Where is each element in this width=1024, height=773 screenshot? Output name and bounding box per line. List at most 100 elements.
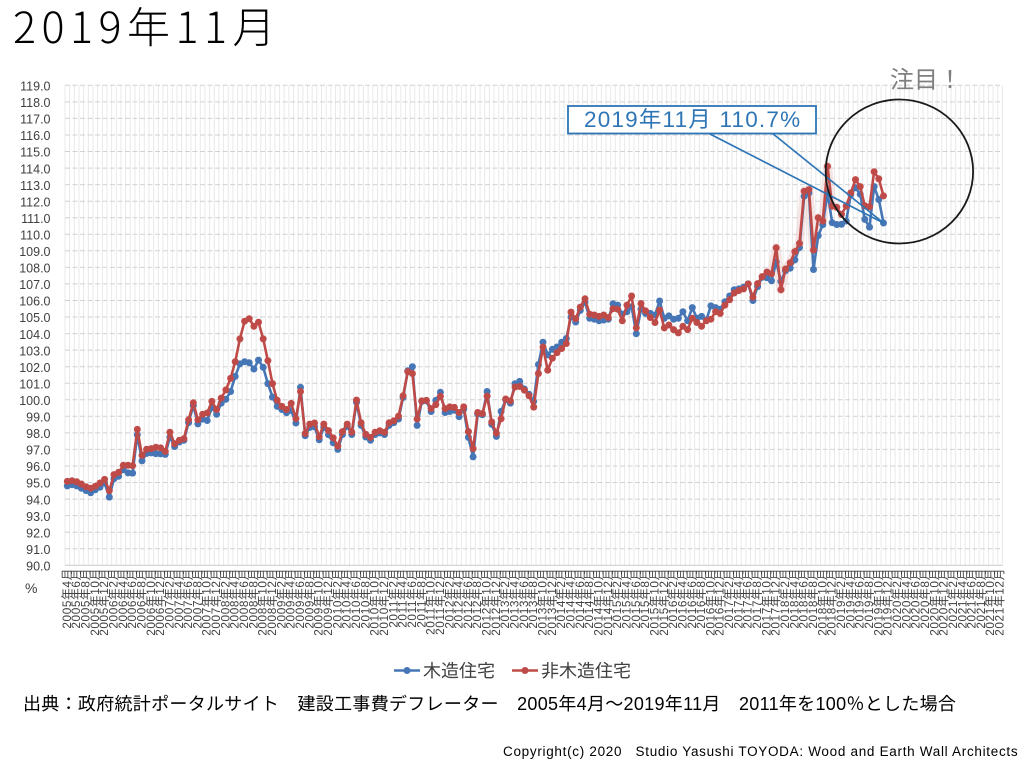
svg-text:107.0: 107.0 <box>19 278 50 292</box>
svg-text:2010年2月: 2010年2月 <box>330 568 344 629</box>
svg-text:104.0: 104.0 <box>19 328 50 342</box>
svg-text:2019年11月 110.7%: 2019年11月 110.7% <box>584 107 801 132</box>
svg-text:2019年2月: 2019年2月 <box>834 568 848 629</box>
svg-text:98.0: 98.0 <box>26 427 50 441</box>
svg-text:92.0: 92.0 <box>26 526 50 540</box>
svg-text:2014年8月: 2014年8月 <box>582 568 596 629</box>
svg-text:2009年4月: 2009年4月 <box>284 568 298 629</box>
svg-text:118.0: 118.0 <box>20 96 50 110</box>
svg-text:109.0: 109.0 <box>19 245 50 259</box>
svg-text:2015年12月: 2015年12月 <box>657 568 671 636</box>
svg-text:2007年4月: 2007年4月 <box>172 568 186 629</box>
svg-text:2021年2月: 2021年2月 <box>946 568 960 629</box>
svg-text:2011年6月: 2011年6月 <box>405 568 419 628</box>
svg-text:2017年8月: 2017年8月 <box>750 568 764 629</box>
svg-text:2005年4月: 2005年4月 <box>60 568 74 629</box>
svg-text:2017年2月: 2017年2月 <box>722 568 736 629</box>
svg-text:2021年8月: 2021年8月 <box>974 568 988 629</box>
svg-text:2020年4月: 2020年4月 <box>899 568 913 629</box>
svg-text:2007年2月: 2007年2月 <box>162 568 176 629</box>
svg-text:2010年6月: 2010年6月 <box>349 568 363 629</box>
svg-text:114.0: 114.0 <box>20 162 50 176</box>
svg-text:2014年2月: 2014年2月 <box>554 568 568 629</box>
svg-text:108.0: 108.0 <box>19 262 50 276</box>
svg-text:2021年12月: 2021年12月 <box>993 568 1007 636</box>
svg-text:2005年10月: 2005年10月 <box>88 568 102 636</box>
svg-text:2020年6月: 2020年6月 <box>909 568 923 629</box>
svg-text:106.0: 106.0 <box>19 295 50 309</box>
svg-text:2006年8月: 2006年8月 <box>135 568 149 629</box>
svg-text:2018年10月: 2018年10月 <box>815 568 829 636</box>
svg-text:2021年6月: 2021年6月 <box>965 568 979 629</box>
svg-text:2013年2月: 2013年2月 <box>498 568 512 629</box>
svg-text:2016年12月: 2016年12月 <box>713 568 727 636</box>
svg-text:2010年12月: 2010年12月 <box>377 568 391 636</box>
svg-text:2011年10月: 2011年10月 <box>424 568 438 635</box>
svg-text:90.0: 90.0 <box>26 560 50 574</box>
svg-text:101.0: 101.0 <box>19 377 50 391</box>
svg-text:2019年10月: 2019年10月 <box>871 568 885 636</box>
svg-text:2009年10月: 2009年10月 <box>312 568 326 636</box>
svg-text:2014年12月: 2014年12月 <box>601 568 615 636</box>
svg-text:2015年4月: 2015年4月 <box>620 568 634 629</box>
svg-text:2021年10月: 2021年10月 <box>983 568 997 636</box>
svg-text:2017年6月: 2017年6月 <box>741 568 755 629</box>
svg-text:2011年8月: 2011年8月 <box>414 568 428 628</box>
svg-text:2019年6月: 2019年6月 <box>853 568 867 629</box>
svg-text:2005年12月: 2005年12月 <box>97 568 111 636</box>
svg-text:2020年10月: 2020年10月 <box>927 568 941 636</box>
svg-text:2015年10月: 2015年10月 <box>648 568 662 636</box>
svg-text:2015年8月: 2015年8月 <box>638 568 652 629</box>
svg-text:2015年6月: 2015年6月 <box>629 568 643 629</box>
svg-text:96.0: 96.0 <box>26 460 50 474</box>
svg-text:2011年12月: 2011年12月 <box>433 568 447 635</box>
svg-text:2012年12月: 2012年12月 <box>489 568 503 636</box>
svg-text:91.0: 91.0 <box>26 543 50 557</box>
svg-text:2009年6月: 2009年6月 <box>293 568 307 629</box>
svg-text:117.0: 117.0 <box>20 113 50 127</box>
svg-text:2019年4月: 2019年4月 <box>843 568 857 629</box>
svg-text:2014年6月: 2014年6月 <box>573 568 587 629</box>
svg-text:2007年10月: 2007年10月 <box>200 568 214 636</box>
svg-text:2018年12月: 2018年12月 <box>825 568 839 636</box>
svg-text:105.0: 105.0 <box>19 311 50 325</box>
svg-text:2006年2月: 2006年2月 <box>107 568 121 629</box>
svg-text:2008年4月: 2008年4月 <box>228 568 242 629</box>
svg-text:103.0: 103.0 <box>19 344 50 358</box>
svg-text:2008年2月: 2008年2月 <box>218 568 232 629</box>
svg-text:93.0: 93.0 <box>26 510 50 524</box>
svg-text:2009年12月: 2009年12月 <box>321 568 335 636</box>
svg-text:2018年4月: 2018年4月 <box>787 568 801 629</box>
svg-text:2008年6月: 2008年6月 <box>237 568 251 629</box>
svg-text:100.0: 100.0 <box>19 394 50 408</box>
svg-text:2008年12月: 2008年12月 <box>265 568 279 636</box>
svg-text:95.0: 95.0 <box>26 477 50 491</box>
svg-text:2013年12月: 2013年12月 <box>545 568 559 636</box>
svg-text:2012年2月: 2012年2月 <box>442 568 456 629</box>
svg-text:%: % <box>25 580 37 596</box>
svg-text:2011年2月: 2011年2月 <box>386 568 400 628</box>
svg-text:2010年8月: 2010年8月 <box>358 568 372 629</box>
svg-text:2007年12月: 2007年12月 <box>209 568 223 636</box>
svg-text:2014年10月: 2014年10月 <box>592 568 606 636</box>
svg-text:2020年2月: 2020年2月 <box>890 568 904 629</box>
svg-text:2012年8月: 2012年8月 <box>470 568 484 629</box>
svg-text:2018年6月: 2018年6月 <box>797 568 811 629</box>
svg-text:2010年10月: 2010年10月 <box>368 568 382 636</box>
svg-text:2006年6月: 2006年6月 <box>125 568 139 629</box>
svg-text:2017年10月: 2017年10月 <box>759 568 773 636</box>
svg-text:2008年10月: 2008年10月 <box>256 568 270 636</box>
svg-text:2010年4月: 2010年4月 <box>340 568 354 629</box>
svg-text:2013年10月: 2013年10月 <box>536 568 550 636</box>
svg-text:2016年4月: 2016年4月 <box>675 568 689 629</box>
svg-text:2021年4月: 2021年4月 <box>955 568 969 629</box>
svg-text:2013年6月: 2013年6月 <box>517 568 531 629</box>
svg-text:2013年4月: 2013年4月 <box>508 568 522 629</box>
svg-text:2007年6月: 2007年6月 <box>181 568 195 629</box>
svg-text:2016年6月: 2016年6月 <box>685 568 699 629</box>
svg-text:97.0: 97.0 <box>26 444 50 458</box>
svg-text:2017年12月: 2017年12月 <box>769 568 783 636</box>
svg-text:2012年10月: 2012年10月 <box>480 568 494 636</box>
svg-text:2012年6月: 2012年6月 <box>461 568 475 629</box>
svg-text:94.0: 94.0 <box>26 493 50 507</box>
